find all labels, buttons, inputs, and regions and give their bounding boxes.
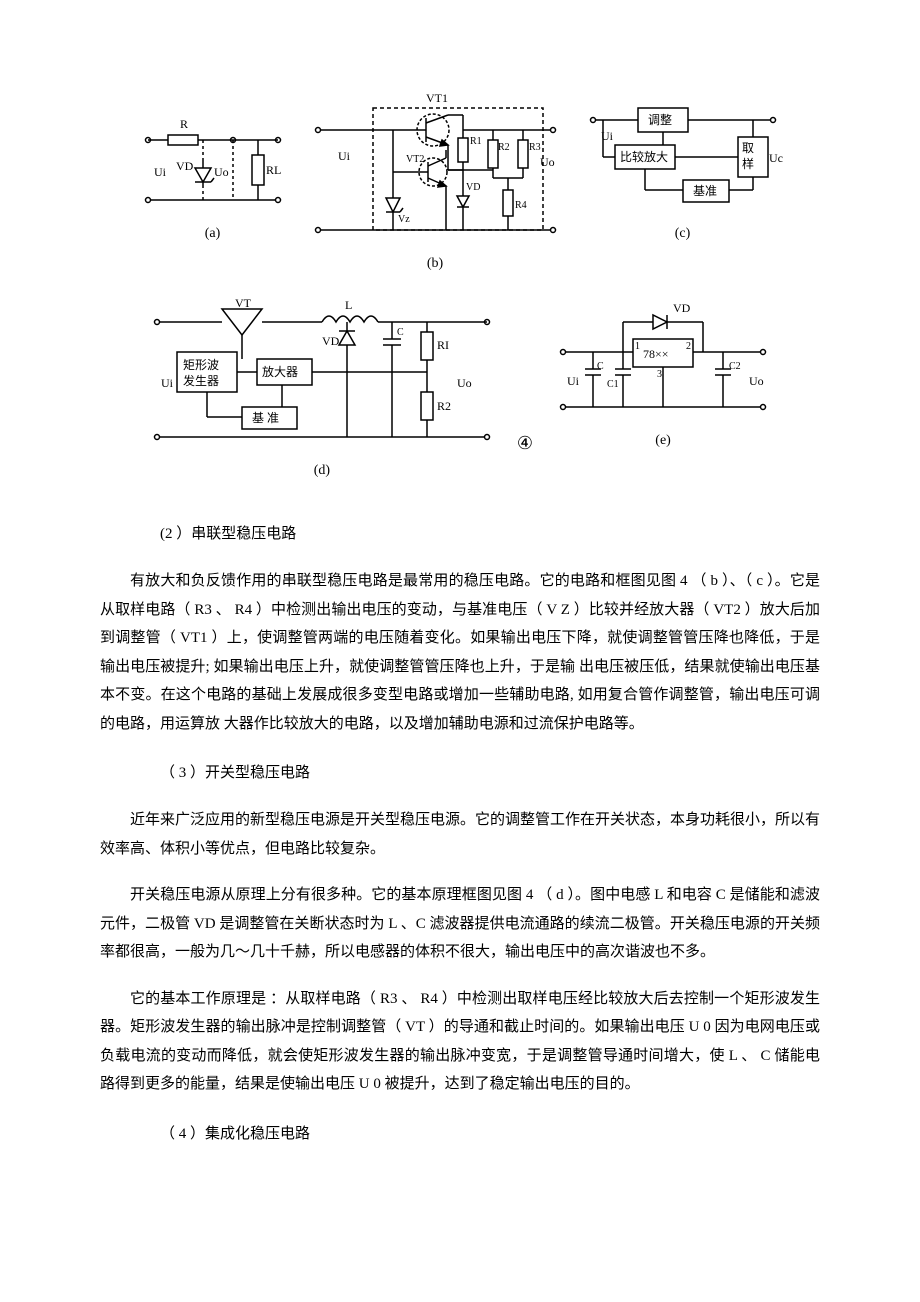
subfig-c: 调整 Ui 比较放大 取 样 Uc 基准 (c) xyxy=(583,90,783,242)
subfig-c-label: (c) xyxy=(675,226,691,242)
label-VD: VD xyxy=(176,159,194,173)
label-pin1: 1 xyxy=(635,341,640,352)
block-c-svg: 调整 Ui 比较放大 取 样 Uc 基准 xyxy=(583,90,783,220)
label-Vz: Vz xyxy=(398,214,410,225)
label-tiaozheng: 调整 xyxy=(648,112,672,127)
subfig-d-label: (d) xyxy=(314,463,330,479)
para-3-1: 近年来广泛应用的新型稳压电源是开关型稳压电源。它的调整管工作在开关状态，本身功耗… xyxy=(100,806,820,863)
label-R4: R4 xyxy=(515,200,527,211)
label-jizhun-c: 基准 xyxy=(693,184,717,198)
label-R2-d: R2 xyxy=(437,399,451,413)
figure-4: R VD Ui Uo RL (a) xyxy=(110,90,810,479)
label-C-e: C xyxy=(597,361,604,372)
label-VT1: VT1 xyxy=(426,91,448,105)
label-R: R xyxy=(180,117,188,131)
circuit-d-svg: VT L 矩形波 发生器 放大器 Ui VD C RI R2 Uo 基 准 xyxy=(147,297,497,457)
label-pin3: 3 xyxy=(657,369,662,380)
subfig-b-label: (b) xyxy=(427,256,443,272)
label-C1: C1 xyxy=(607,379,619,390)
label-Uo: Uo xyxy=(214,165,229,179)
label-Uo-d: Uo xyxy=(457,376,472,390)
label-C-d: C xyxy=(397,327,404,338)
circuit-e-svg: VD 78×× 1 2 3 Ui C C1 C2 Uo xyxy=(553,297,773,427)
label-RL: RL xyxy=(266,163,281,177)
circuit-b-svg: VT1 Ui R1 VT2 R2 R3 Uo VD Vz R4 xyxy=(308,90,563,250)
label-Uo-b: Uo xyxy=(540,155,555,169)
label-78xx: 78×× xyxy=(643,347,669,361)
figure-row-2: VT L 矩形波 发生器 放大器 Ui VD C RI R2 Uo 基 准 (d… xyxy=(110,297,810,479)
label-quyang2: 样 xyxy=(742,156,754,171)
subfig-e: VD 78×× 1 2 3 Ui C C1 C2 Uo (e) xyxy=(553,297,773,449)
circuit-a-svg: R VD Ui Uo RL xyxy=(138,90,288,220)
label-Ui: Ui xyxy=(154,165,167,179)
label-Ui-b: Ui xyxy=(338,149,351,163)
label-fangdaqi: 放大器 xyxy=(262,364,298,379)
label-Uo-e: Uo xyxy=(749,374,764,388)
label-quyang: 取 xyxy=(742,141,754,155)
label-VT-d: VT xyxy=(235,297,252,310)
heading-2: (2 ）串联型稳压电路 xyxy=(100,519,820,549)
label-C2: C2 xyxy=(729,361,741,372)
subfig-a: R VD Ui Uo RL (a) xyxy=(138,90,288,242)
para-2-1: 有放大和负反馈作用的串联型稳压电路是最常用的稳压电路。它的电路和框图见图 4 （… xyxy=(100,567,820,738)
label-R1: R1 xyxy=(470,136,482,147)
label-fashengqi: 发生器 xyxy=(183,373,219,388)
label-bijiaofangda: 比较放大 xyxy=(620,149,668,164)
figure-row-1: R VD Ui Uo RL (a) xyxy=(110,90,810,272)
label-VD-e: VD xyxy=(673,301,691,315)
label-VT2: VT2 xyxy=(406,154,424,165)
heading-4: （ 4 ）集成化稳压电路 xyxy=(100,1119,820,1149)
label-Ui-e: Ui xyxy=(567,374,580,388)
label-Ui-d: Ui xyxy=(161,376,174,390)
heading-3: （ 3 ）开关型稳压电路 xyxy=(100,758,820,788)
para-3-3: 它的基本工作原理是 ：从取样电路（ R3 、 R4 ）中检测出取样电压经比较放大… xyxy=(100,985,820,1099)
label-VD-d: VD xyxy=(322,334,340,348)
label-VD-b: VD xyxy=(466,182,480,193)
subfig-a-label: (a) xyxy=(205,226,221,242)
label-R3: R3 xyxy=(529,142,541,153)
circled-4: ④ xyxy=(517,433,533,479)
label-R2: R2 xyxy=(498,142,510,153)
label-L: L xyxy=(345,298,352,312)
label-pin2: 2 xyxy=(686,341,691,352)
subfig-e-label: (e) xyxy=(655,433,671,449)
label-juxingbo: 矩形波 xyxy=(183,358,219,372)
label-RI: RI xyxy=(437,338,449,352)
subfig-b: VT1 Ui R1 VT2 R2 R3 Uo VD Vz R4 (b) xyxy=(308,90,563,272)
label-jizhun-d: 基 准 xyxy=(252,411,279,425)
document-page: R VD Ui Uo RL (a) xyxy=(0,0,920,1227)
para-3-2: 开关稳压电源从原理上分有很多种。它的基本原理框图见图 4 （ d ）。图中电感 … xyxy=(100,881,820,967)
label-Uc: Uc xyxy=(769,151,783,165)
label-Ui-c: Ui xyxy=(601,129,614,143)
subfig-d: VT L 矩形波 发生器 放大器 Ui VD C RI R2 Uo 基 准 (d… xyxy=(147,297,497,479)
